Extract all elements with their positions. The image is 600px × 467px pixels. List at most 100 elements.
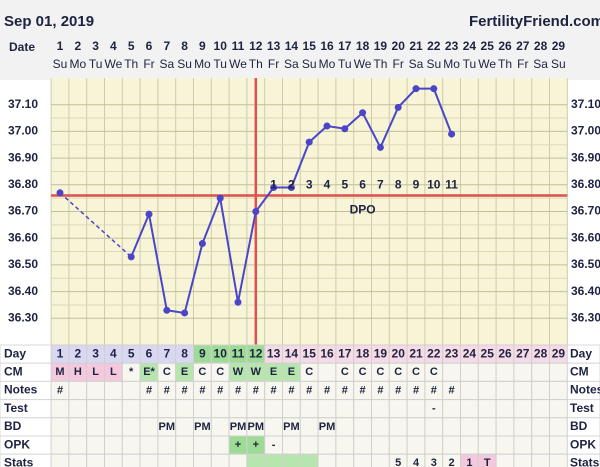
cell-text: M xyxy=(55,366,64,378)
cell xyxy=(442,399,462,419)
cell-text: # xyxy=(360,384,366,396)
cell xyxy=(424,435,444,455)
weekday: Sa xyxy=(533,57,548,71)
cell xyxy=(460,435,479,455)
day-cell: 13 xyxy=(267,346,281,360)
y-tick-label: 37.10 xyxy=(8,97,38,111)
weekday: Tu xyxy=(89,57,103,71)
row-label-right: Day xyxy=(570,346,592,360)
cell xyxy=(477,435,497,455)
row-label: Notes xyxy=(4,383,38,397)
temp-point xyxy=(359,109,367,117)
cell xyxy=(68,380,88,401)
cell-text: # xyxy=(288,384,294,396)
cell xyxy=(193,453,212,467)
row-label: Stats xyxy=(4,455,34,467)
temp-point xyxy=(145,210,153,218)
dpo-number: 9 xyxy=(413,178,420,192)
weekday: Fr xyxy=(393,57,404,71)
day-cell: 4 xyxy=(110,346,117,360)
date-label: Date xyxy=(9,40,35,54)
weekday: Th xyxy=(249,57,263,71)
temp-point xyxy=(234,298,242,306)
weekday: Su xyxy=(177,57,192,71)
cell-text: # xyxy=(164,384,170,396)
cell xyxy=(531,435,551,455)
cell xyxy=(406,435,426,455)
row-label: Test xyxy=(4,401,28,415)
day-cell: 2 xyxy=(74,346,81,360)
day-cell: 28 xyxy=(534,346,548,360)
cell xyxy=(282,453,301,467)
day-number: 4 xyxy=(110,39,117,53)
weekday: Th xyxy=(498,57,512,71)
cell-text: # xyxy=(342,384,348,396)
day-cell: 23 xyxy=(445,346,459,360)
cell xyxy=(549,399,568,419)
cell xyxy=(175,453,194,467)
cell xyxy=(210,435,230,455)
day-cell: 29 xyxy=(552,346,566,360)
day-cell: 26 xyxy=(498,346,512,360)
cell-text: C xyxy=(198,366,206,378)
cell xyxy=(68,399,88,419)
day-cell: 17 xyxy=(338,346,352,360)
cell xyxy=(495,380,515,401)
day-cell: 15 xyxy=(303,346,317,360)
weekday: Sa xyxy=(159,57,174,71)
day-number: 2 xyxy=(74,39,81,53)
cell-text: # xyxy=(377,384,383,396)
cell-text: # xyxy=(182,384,188,396)
weekday: Mo xyxy=(194,57,211,71)
cell-text: C xyxy=(359,366,367,378)
cell xyxy=(193,399,212,419)
cell xyxy=(68,417,88,437)
cell xyxy=(299,399,319,419)
weekday: Mo xyxy=(319,57,336,71)
cell-text: # xyxy=(271,384,277,396)
temp-point xyxy=(56,189,64,197)
weekday: Th xyxy=(124,57,138,71)
day-number: 24 xyxy=(463,39,477,53)
y-tick-label-right: 36.90 xyxy=(571,150,600,164)
cell xyxy=(86,417,105,437)
cell xyxy=(531,380,551,401)
cell-text: C xyxy=(412,366,420,378)
cell-text: C xyxy=(376,366,384,378)
cell xyxy=(210,399,230,419)
dpo-number: 3 xyxy=(306,178,313,192)
day-number: 11 xyxy=(232,39,245,53)
weekday: Fr xyxy=(268,57,279,71)
cell-text: 4 xyxy=(413,457,420,467)
cell-text: - xyxy=(432,403,436,415)
day-number: 6 xyxy=(146,39,153,53)
cell-text: * xyxy=(129,366,134,378)
temp-point xyxy=(430,85,438,93)
day-cell: 3 xyxy=(92,346,99,360)
cell xyxy=(531,362,551,382)
temp-point xyxy=(181,309,189,317)
cell xyxy=(175,435,194,455)
temp-point xyxy=(394,103,402,111)
day-number: 25 xyxy=(481,39,495,53)
weekday: Mo xyxy=(69,57,86,71)
cell xyxy=(86,399,105,419)
cell xyxy=(246,399,266,419)
cell xyxy=(139,399,159,419)
cell-text: L xyxy=(110,366,117,378)
temp-point xyxy=(216,194,224,202)
cell-text: # xyxy=(306,384,312,396)
weekday: We xyxy=(478,57,496,71)
cell xyxy=(50,399,70,419)
cell xyxy=(549,435,568,455)
cell xyxy=(86,453,105,467)
cell xyxy=(495,417,515,437)
y-tick-label: 36.60 xyxy=(8,230,38,244)
temp-point xyxy=(270,183,278,191)
temp-point xyxy=(376,143,384,151)
day-number: 10 xyxy=(214,39,228,53)
row-label-right: Notes xyxy=(570,383,600,397)
y-tick-label-right: 37.10 xyxy=(571,97,600,111)
day-cell: 10 xyxy=(214,346,228,360)
cell-text: C xyxy=(430,366,438,378)
